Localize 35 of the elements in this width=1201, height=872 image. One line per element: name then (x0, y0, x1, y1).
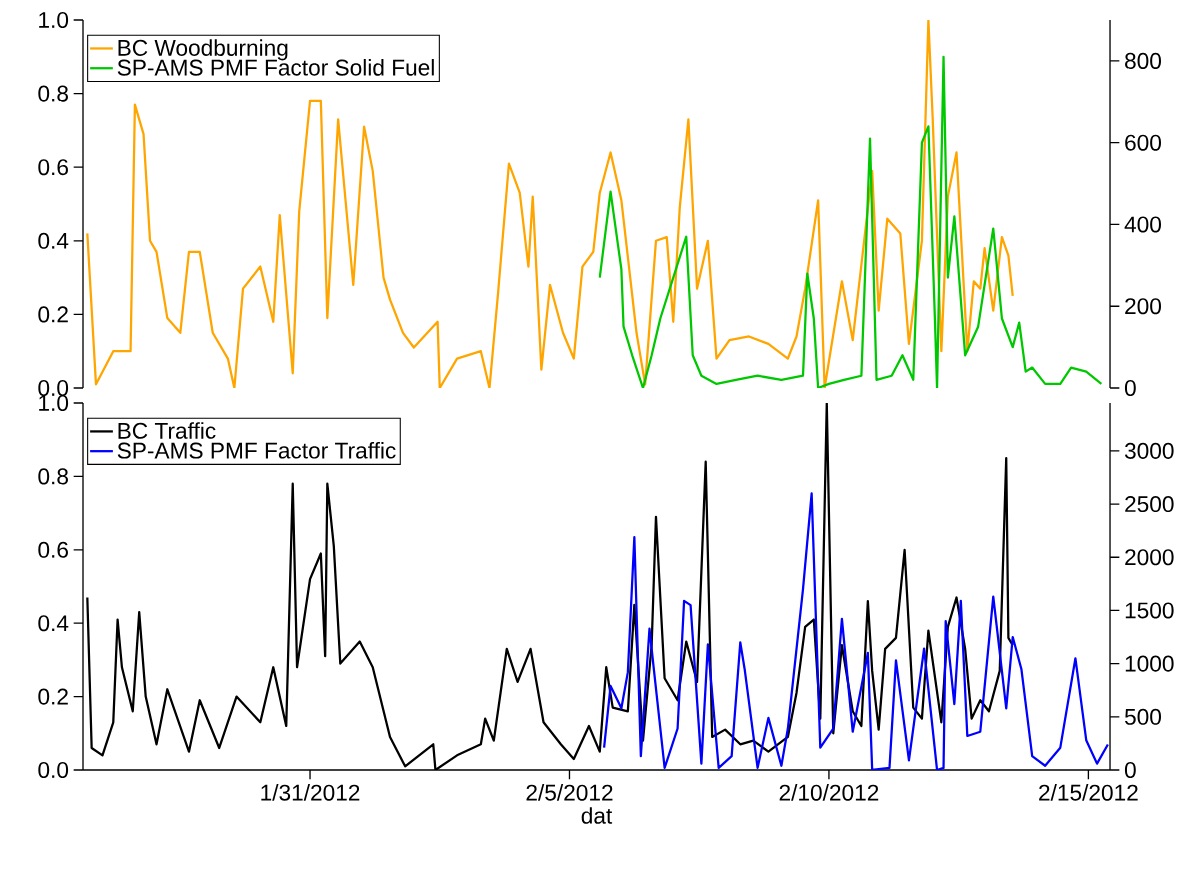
y-tick-label: 0.6 (38, 159, 68, 176)
y2-tick-label: 2000 (1125, 549, 1174, 566)
legend-label: BC Traffic (118, 422, 216, 439)
y2-tick-label: 200 (1125, 298, 1161, 315)
y-tick-label: 0.2 (38, 688, 68, 705)
legend-label: SP-AMS PMF Factor Solid Fuel (117, 59, 434, 76)
x-tick-label: 1/31/2012 (261, 784, 360, 801)
y-tick-label: 0.8 (38, 85, 68, 102)
x-tick-label: 2/10/2012 (779, 784, 879, 801)
x-tick-label: 2/5/2012 (526, 784, 613, 801)
y-tick-label: 0.0 (38, 761, 69, 779)
y2-tick-label: 1000 (1125, 655, 1174, 672)
x-axis-title: dat (581, 807, 613, 824)
y-tick-label: 0.4 (38, 615, 69, 632)
y-tick-label: 0.2 (38, 306, 68, 323)
legend-label: SP-AMS PMF Factor Traffic (117, 441, 396, 459)
y-tick-label: 0.6 (38, 541, 68, 558)
y2-tick-label: 2500 (1125, 496, 1174, 513)
x-tick-label: 2/15/2012 (1039, 784, 1138, 801)
y2-tick-label: 500 (1124, 708, 1161, 725)
y2-tick-label: 400 (1124, 216, 1161, 233)
y-tick-label: 0.0 (38, 379, 69, 397)
line-series (602, 492, 1109, 770)
y2-tick-label: 0 (1124, 761, 1136, 779)
y2-tick-label: 1500 (1125, 602, 1174, 619)
line-series (598, 55, 1103, 388)
y-tick-label: 0.8 (38, 468, 68, 485)
y-tick-label: 1.0 (39, 11, 69, 29)
y2-tick-label: 3000 (1124, 442, 1174, 459)
y-tick-label: 1.0 (39, 394, 69, 412)
y2-tick-label: 600 (1125, 134, 1161, 151)
y-tick-label: 0.4 (38, 232, 69, 249)
y2-tick-label: 0 (1124, 379, 1136, 397)
y2-tick-label: 800 (1125, 52, 1161, 69)
line-series (86, 20, 1014, 388)
